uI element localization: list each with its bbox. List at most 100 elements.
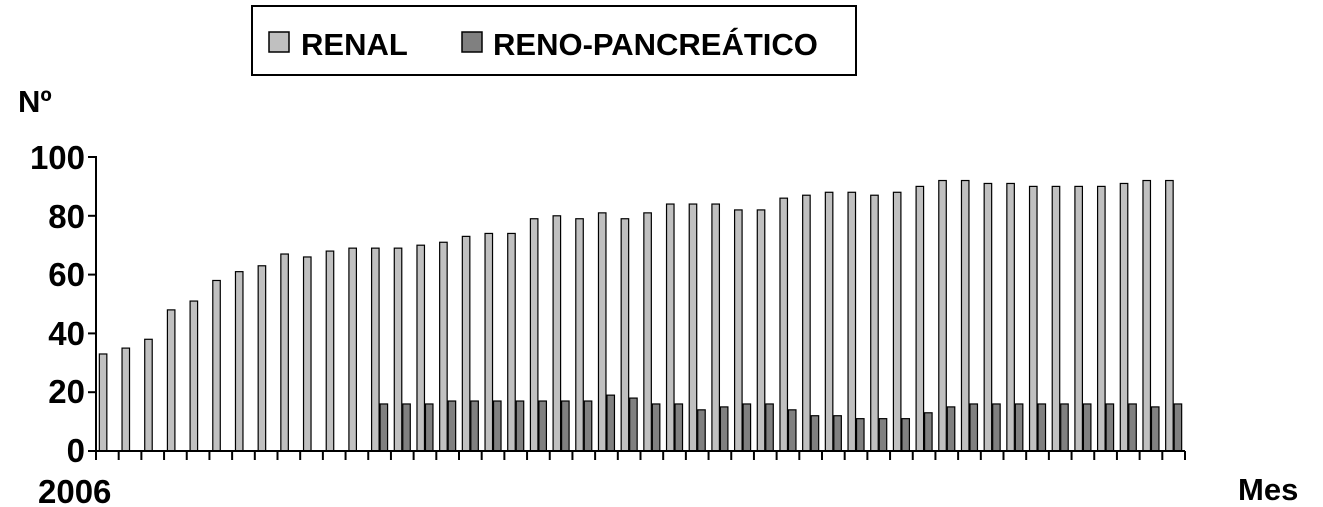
bar-reno-pancreatico (697, 409, 706, 452)
bar-reno-pancreatico (651, 403, 661, 452)
bar-reno-pancreatico (923, 412, 933, 452)
bar-reno-pancreatico (492, 400, 502, 452)
bar-renal (166, 309, 176, 452)
legend-label-renal: RENAL (301, 27, 408, 62)
bar-reno-pancreatico (538, 400, 548, 452)
bar-renal (1006, 182, 1015, 452)
bar-renal (1028, 185, 1038, 452)
bar-reno-pancreatico (1082, 403, 1092, 452)
bar-renal (1119, 182, 1129, 452)
bar-reno-pancreatico (470, 400, 479, 452)
bar-renal (575, 218, 584, 452)
bar-renal (257, 265, 267, 452)
bar-renal (847, 191, 857, 452)
bar-reno-pancreatico (742, 403, 752, 452)
bar-renal (824, 191, 834, 452)
bar-reno-pancreatico (765, 403, 774, 452)
bar-renal (280, 253, 289, 452)
bar-reno-pancreatico (833, 415, 842, 452)
bar-reno-pancreatico (878, 418, 888, 452)
y-tick-label: 20 (48, 373, 85, 410)
y-tick-label: 80 (48, 198, 85, 235)
bar-renal (779, 197, 789, 452)
bar-renal (484, 232, 494, 452)
bar-renal (98, 353, 108, 452)
bar-reno-pancreatico (787, 409, 797, 452)
bar-reno-pancreatico (719, 406, 729, 452)
bar-reno-pancreatico (1105, 403, 1115, 452)
x-start-label: 2006 (38, 473, 111, 507)
bar-renal (370, 247, 380, 452)
bar-renal (348, 247, 358, 452)
bar-renal (439, 241, 448, 452)
bar-renal (1096, 185, 1106, 452)
bar-renal (938, 179, 947, 452)
bar-reno-pancreatico (515, 400, 525, 452)
bar-reno-pancreatico (992, 403, 1001, 452)
bar-reno-pancreatico (810, 415, 820, 452)
legend-swatch-reno-pancreatico (461, 31, 483, 53)
bar-reno-pancreatico (1037, 403, 1047, 452)
bar-renal (325, 250, 335, 452)
legend-box (251, 5, 857, 76)
y-tick-label: 0 (67, 432, 85, 469)
bar-renal (552, 215, 562, 452)
bar-reno-pancreatico (629, 397, 638, 452)
bar-renal (393, 247, 403, 452)
bar-reno-pancreatico (560, 400, 570, 452)
bar-renal (461, 235, 471, 452)
bar-renal (234, 271, 244, 452)
y-tick-label: 60 (48, 256, 85, 293)
legend-label-reno-pancreatico: RENO-PANCREÁTICO (493, 27, 818, 62)
bar-reno-pancreatico (1014, 403, 1024, 452)
bar-renal (597, 212, 607, 452)
y-axis-label: Nº (18, 84, 52, 119)
bar-renal (507, 232, 516, 452)
y-tick-label: 100 (30, 139, 85, 176)
bar-renal (212, 279, 221, 452)
bar-renal (915, 185, 925, 452)
bar-reno-pancreatico (855, 418, 865, 452)
bars-group (98, 179, 1183, 452)
bar-reno-pancreatico (447, 400, 457, 452)
bar-renal (665, 203, 675, 452)
bar-renal (688, 203, 698, 452)
bar-renal (302, 256, 312, 452)
bar-reno-pancreatico (402, 403, 411, 452)
bar-renal (1165, 179, 1174, 452)
bar-renal (1142, 179, 1152, 452)
bar-renal (643, 212, 652, 452)
bar-renal (892, 191, 902, 452)
axes (88, 156, 1186, 460)
legend: RENAL RENO-PANCREÁTICO (251, 5, 857, 76)
bar-reno-pancreatico (379, 403, 389, 452)
bar-renal (870, 194, 879, 452)
bar-reno-pancreatico (1128, 403, 1137, 452)
bar-renal (416, 244, 426, 452)
bar-renal (983, 182, 993, 452)
bar-reno-pancreatico (1150, 406, 1160, 452)
bar-reno-pancreatico (1060, 403, 1069, 452)
bar-renal (802, 194, 811, 452)
bar-renal (144, 338, 153, 452)
bar-reno-pancreatico (606, 394, 616, 452)
legend-swatch-renal (268, 31, 290, 53)
bar-reno-pancreatico (1173, 403, 1183, 452)
x-axis-label: Mes (1238, 472, 1298, 507)
bar-reno-pancreatico (583, 400, 593, 452)
bar-renal (711, 203, 721, 452)
bar-renal (756, 209, 766, 452)
bar-renal (1051, 185, 1061, 452)
bar-renal (960, 179, 970, 452)
bar-renal (121, 347, 131, 452)
y-tick-labels: 0 20 40 60 80 100 (30, 139, 85, 469)
bar-reno-pancreatico (674, 403, 684, 452)
bar-reno-pancreatico (424, 403, 434, 452)
bar-renal (1074, 185, 1084, 452)
bar-renal (733, 209, 743, 452)
bar-renal (529, 218, 539, 452)
bar-renal (189, 300, 199, 452)
bar-reno-pancreatico (946, 406, 956, 452)
bar-reno-pancreatico (901, 418, 911, 452)
